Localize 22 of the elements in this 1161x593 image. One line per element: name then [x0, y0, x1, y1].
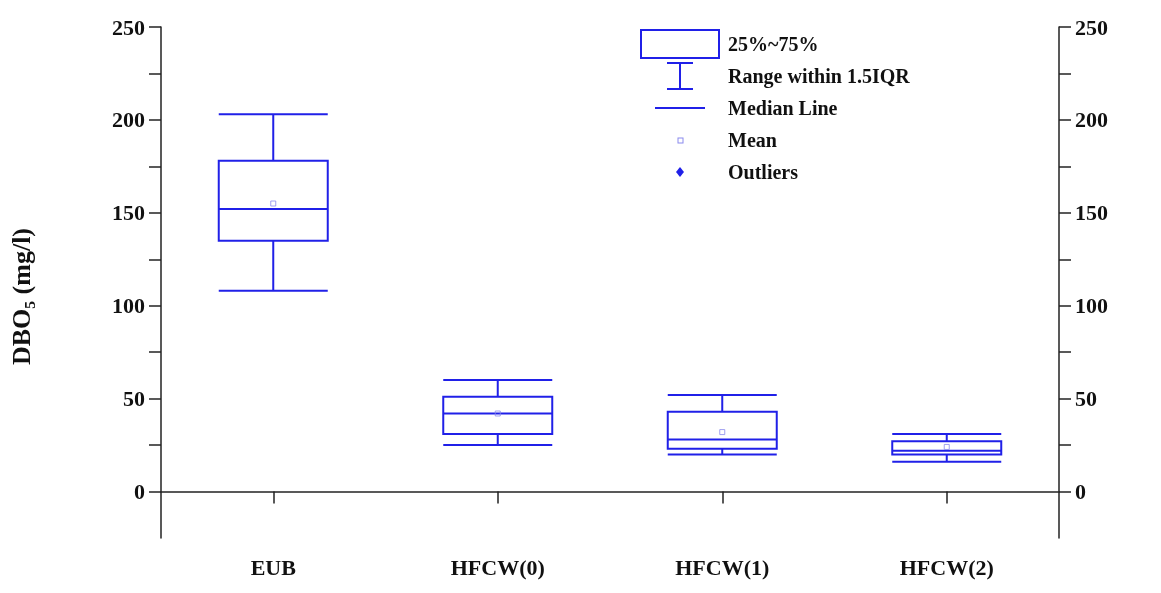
annotation: Outliers [728, 160, 798, 184]
y2-tick-label: 100 [1075, 293, 1108, 319]
y2-tick-label: 50 [1075, 386, 1097, 412]
y-tick-label: 200 [112, 107, 145, 133]
annotation: 25%~75% [728, 32, 819, 56]
annotation: Mean [728, 128, 777, 152]
y-tick-label: 100 [112, 293, 145, 319]
y2-tick-label: 200 [1075, 107, 1108, 133]
x-tick-label: HFCW(1) [675, 554, 770, 580]
y2-tick-label: 0 [1075, 479, 1086, 505]
y2-tick-label: 250 [1075, 14, 1108, 40]
y-axis-title: DBO₅ (mg/l) [6, 227, 36, 366]
x-tick-label: HFCW(2) [899, 554, 994, 580]
x-tick-label: HFCW(0) [450, 554, 545, 580]
y2-tick-label: 150 [1075, 200, 1108, 226]
annotation: Median Line [728, 96, 838, 120]
y-tick-label: 250 [112, 14, 145, 40]
y-tick-label: 0 [134, 479, 145, 505]
y-tick-label: 50 [123, 386, 145, 412]
annotation: Range within 1.5IQR [728, 64, 910, 88]
y-tick-label: 150 [112, 200, 145, 226]
x-tick-label: EUB [250, 554, 297, 580]
